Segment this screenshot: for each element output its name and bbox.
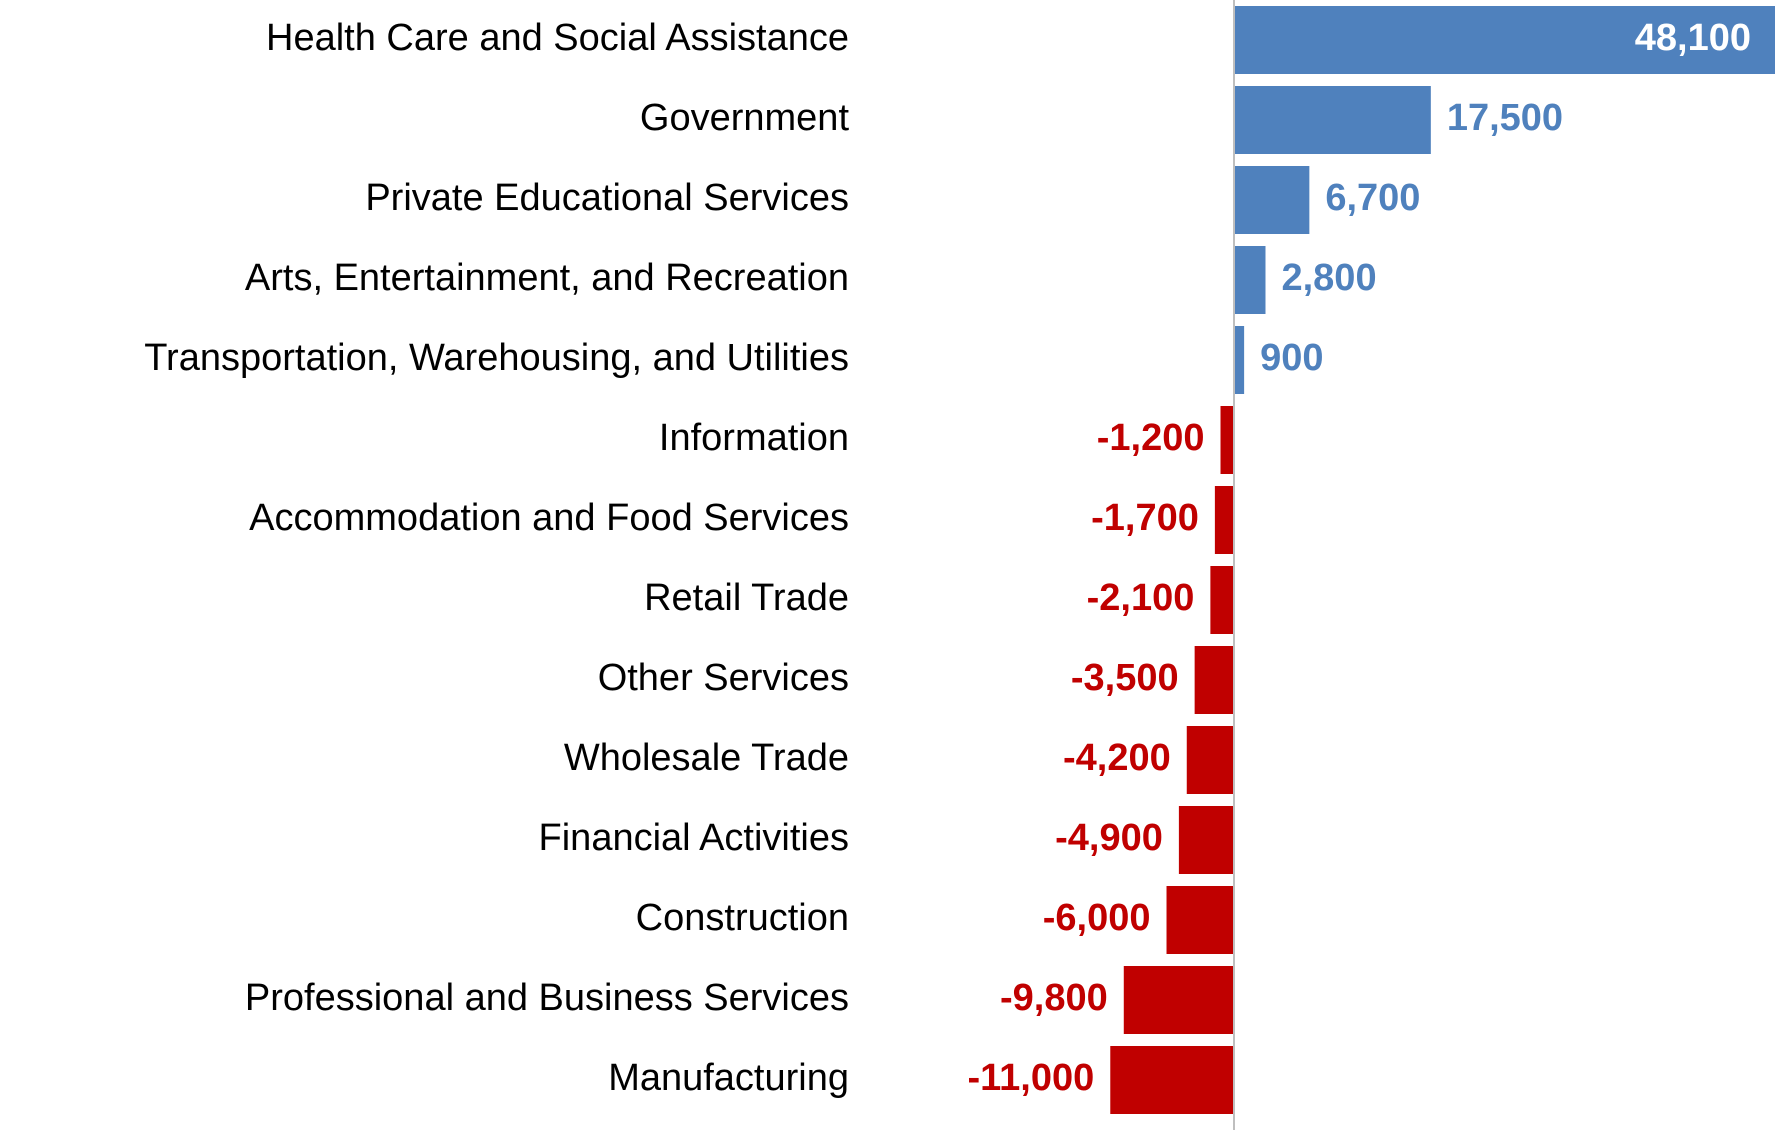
bar — [1166, 886, 1234, 954]
bar — [1234, 6, 1775, 74]
category-label: Professional and Business Services — [245, 977, 849, 1019]
value-label: -4,900 — [1055, 817, 1163, 859]
category-label: Arts, Entertainment, and Recreation — [245, 257, 849, 299]
category-label: Financial Activities — [539, 817, 849, 859]
value-label: -1,200 — [1097, 417, 1205, 459]
category-label: Accommodation and Food Services — [249, 497, 849, 539]
category-label: Construction — [636, 897, 849, 939]
category-label: Information — [659, 417, 849, 459]
value-label: -11,000 — [967, 1057, 1094, 1099]
value-label: 900 — [1260, 337, 1323, 379]
value-label: 17,500 — [1447, 97, 1563, 139]
bar — [1234, 326, 1245, 394]
category-label: Transportation, Warehousing, and Utiliti… — [144, 337, 849, 379]
category-label: Wholesale Trade — [564, 737, 849, 779]
value-label: -6,000 — [1043, 897, 1151, 939]
value-label: 6,700 — [1325, 177, 1420, 219]
value-label: -1,700 — [1091, 497, 1199, 539]
category-label: Other Services — [598, 657, 849, 699]
bar — [1214, 486, 1234, 554]
bar — [1186, 726, 1234, 794]
value-label: -3,500 — [1071, 657, 1179, 699]
bar — [1234, 86, 1431, 154]
bar — [1234, 166, 1310, 234]
value-label: -4,200 — [1063, 737, 1171, 779]
value-label: 48,100 — [1635, 17, 1751, 59]
category-label: Government — [640, 97, 850, 139]
value-label: -9,800 — [1000, 977, 1108, 1019]
category-label: Health Care and Social Assistance — [266, 17, 849, 59]
value-label: 2,800 — [1281, 257, 1376, 299]
bar — [1178, 806, 1234, 874]
category-label: Manufacturing — [608, 1057, 849, 1099]
category-label: Retail Trade — [644, 577, 849, 619]
bar — [1210, 566, 1234, 634]
bar — [1220, 406, 1234, 474]
category-label: Private Educational Services — [365, 177, 849, 219]
bar — [1234, 246, 1266, 314]
bar — [1194, 646, 1234, 714]
value-label: -2,100 — [1087, 577, 1195, 619]
bar — [1123, 966, 1234, 1034]
bar — [1110, 1046, 1234, 1114]
